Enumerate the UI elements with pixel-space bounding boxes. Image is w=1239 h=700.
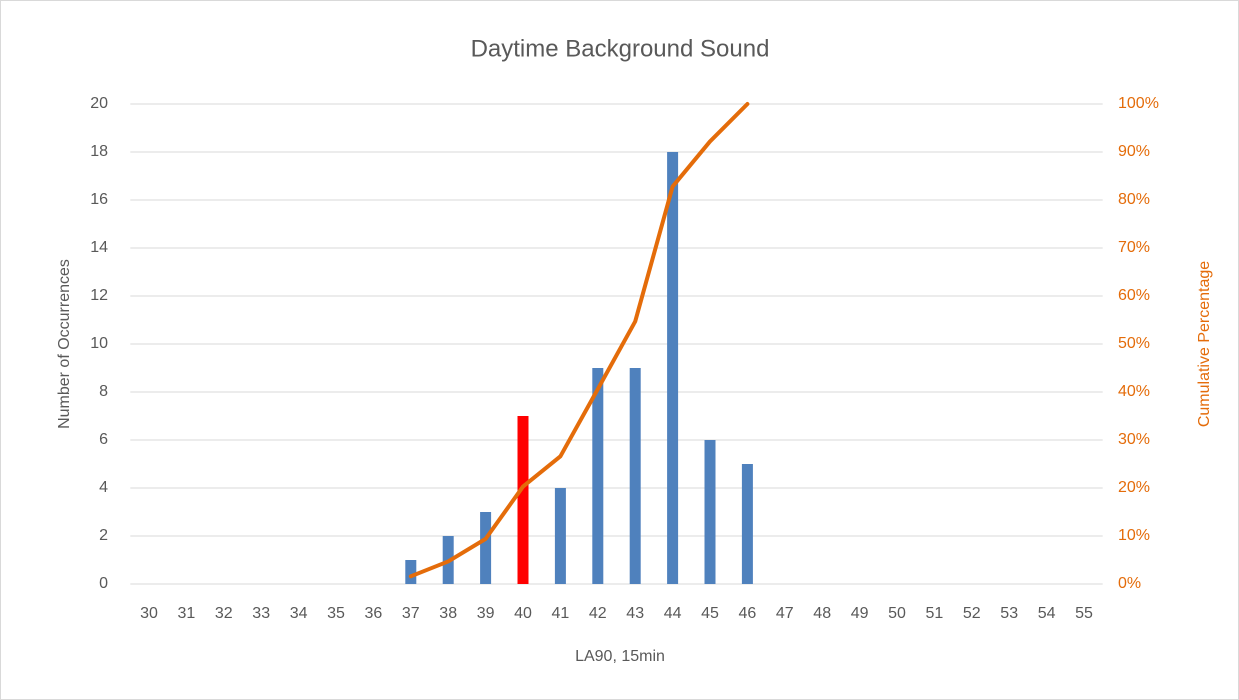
x-tick-label: 37: [402, 605, 420, 622]
y2-tick-label: 10%: [1118, 527, 1150, 544]
bar: [480, 512, 492, 584]
bar: [592, 368, 604, 584]
y-tick-label: 8: [99, 383, 108, 400]
x-tick-label: 39: [477, 605, 495, 622]
x-tick-label: 44: [664, 605, 682, 622]
y-axis-label: Number of Occurrences: [56, 259, 73, 429]
x-tick-label: 47: [776, 605, 794, 622]
x-tick-label: 52: [963, 605, 981, 622]
y2-tick-label: 30%: [1118, 431, 1150, 448]
x-tick-label: 50: [888, 605, 906, 622]
x-tick-label: 53: [1000, 605, 1018, 622]
y2-tick-label: 40%: [1118, 383, 1150, 400]
x-tick-label: 43: [626, 605, 644, 622]
x-tick-label: 35: [327, 605, 345, 622]
x-tick-label: 48: [813, 605, 831, 622]
x-tick-label: 33: [252, 605, 270, 622]
x-tick-label: 32: [215, 605, 233, 622]
y-tick-label: 20: [90, 95, 108, 112]
chart-title: Daytime Background Sound: [471, 35, 770, 62]
y2-tick-label: 60%: [1118, 287, 1150, 304]
y-tick-label: 4: [99, 479, 108, 496]
x-tick-label: 42: [589, 605, 607, 622]
y-tick-label: 6: [99, 431, 108, 448]
y2-axis-label: Cumulative Percentage: [1196, 261, 1213, 427]
y2-tick-label: 70%: [1118, 239, 1150, 256]
x-axis-label: LA90, 15min: [575, 648, 665, 665]
x-tick-label: 36: [365, 605, 383, 622]
y2-tick-label: 0%: [1118, 575, 1141, 592]
x-tick-label: 38: [439, 605, 457, 622]
y-tick-label: 16: [90, 191, 108, 208]
bar: [517, 416, 529, 584]
y2-tick-label: 50%: [1118, 335, 1150, 352]
bar: [741, 464, 753, 584]
x-tick-label: 54: [1038, 605, 1056, 622]
y2-tick-label: 90%: [1118, 143, 1150, 160]
x-tick-label: 41: [552, 605, 570, 622]
y-tick-label: 10: [90, 335, 108, 352]
x-tick-label: 31: [178, 605, 196, 622]
y-tick-label: 14: [90, 239, 108, 256]
x-tick-label: 46: [739, 605, 757, 622]
x-tick-label: 40: [514, 605, 532, 622]
y-tick-label: 18: [90, 143, 108, 160]
bar: [667, 152, 679, 584]
y-tick-label: 2: [99, 527, 108, 544]
line: [408, 102, 750, 579]
y2-tick-label: 100%: [1118, 95, 1159, 112]
y-tick-label: 12: [90, 287, 108, 304]
x-tick-label: 45: [701, 605, 719, 622]
y-tick-label: 0: [99, 575, 108, 592]
bar: [629, 368, 641, 584]
x-tick-label: 34: [290, 605, 308, 622]
x-tick-label: 55: [1075, 605, 1093, 622]
x-tick-label: 51: [926, 605, 944, 622]
bar: [405, 560, 417, 584]
bar: [554, 488, 566, 584]
y2-tick-label: 20%: [1118, 479, 1150, 496]
bar: [704, 440, 716, 584]
x-tick-label: 30: [140, 605, 158, 622]
y2-tick-label: 80%: [1118, 191, 1150, 208]
x-tick-label: 49: [851, 605, 869, 622]
